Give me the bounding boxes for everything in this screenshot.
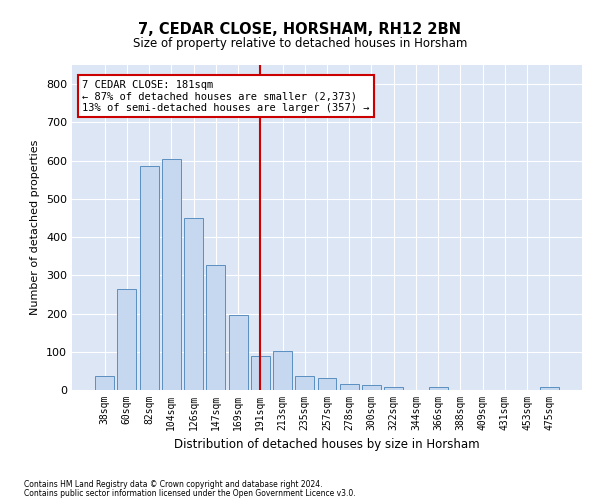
Y-axis label: Number of detached properties: Number of detached properties (31, 140, 40, 315)
Bar (162, 160, 181, 390)
Text: 7, CEDAR CLOSE, HORSHAM, RH12 2BN: 7, CEDAR CLOSE, HORSHAM, RH12 2BN (139, 22, 461, 38)
Text: Size of property relative to detached houses in Horsham: Size of property relative to detached ho… (133, 38, 467, 51)
Bar (95, 376, 114, 390)
Bar (540, 388, 559, 390)
Text: Contains public sector information licensed under the Open Government Licence v3: Contains public sector information licen… (24, 488, 356, 498)
Text: Contains HM Land Registry data © Crown copyright and database right 2024.: Contains HM Land Registry data © Crown c… (24, 480, 323, 489)
Text: 7 CEDAR CLOSE: 181sqm
← 87% of detached houses are smaller (2,373)
13% of semi-d: 7 CEDAR CLOSE: 181sqm ← 87% of detached … (82, 80, 370, 113)
X-axis label: Distribution of detached houses by size in Horsham: Distribution of detached houses by size … (174, 438, 480, 452)
Bar (229, 316, 248, 390)
Bar (317, 378, 337, 390)
Bar (384, 386, 403, 390)
Bar (140, 166, 158, 390)
Bar (429, 388, 448, 390)
Bar (340, 384, 359, 390)
Bar (295, 376, 314, 390)
Bar (273, 350, 292, 390)
Bar (118, 288, 136, 390)
Bar (362, 386, 381, 390)
Bar (206, 264, 225, 390)
Bar (251, 356, 270, 390)
Bar (184, 218, 203, 390)
